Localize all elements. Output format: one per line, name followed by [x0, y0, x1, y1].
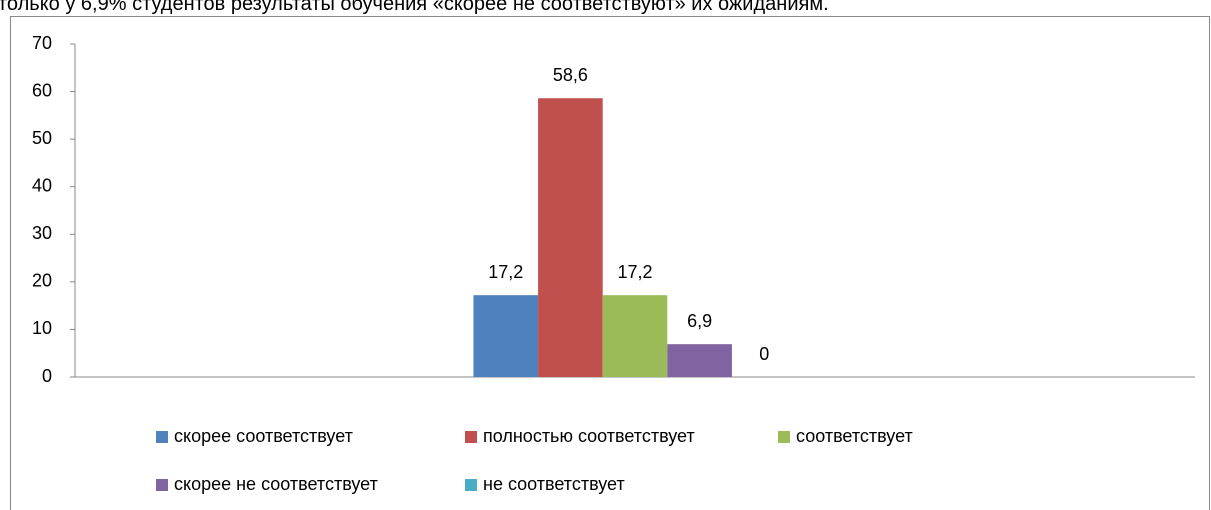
y-tick-label: 50 — [32, 128, 52, 148]
legend-swatch — [465, 479, 477, 491]
y-tick-label: 10 — [32, 318, 52, 338]
y-tick-label: 70 — [32, 33, 52, 53]
bar — [667, 344, 732, 377]
bar — [473, 295, 539, 377]
legend-label: скорее соответствует — [174, 426, 353, 446]
y-tick-label: 40 — [32, 175, 52, 195]
legend-swatch — [465, 431, 477, 443]
data-label: 0 — [759, 344, 769, 364]
legend-label: скорее не соответствует — [174, 474, 378, 494]
bar — [602, 295, 668, 377]
chart-border — [10, 16, 1210, 510]
y-tick-label: 30 — [32, 223, 52, 243]
legend-swatch — [778, 431, 790, 443]
data-label: 58,6 — [553, 65, 588, 85]
y-tick-label: 0 — [42, 366, 52, 386]
y-tick-label: 60 — [32, 80, 52, 100]
legend-label: соответствует — [796, 426, 913, 446]
caption: только у 6,9% студентов результаты обуче… — [0, 0, 829, 15]
data-label: 17,2 — [617, 262, 652, 282]
legend-label: полностью соответствует — [483, 426, 695, 446]
legend-swatch — [156, 479, 168, 491]
data-label: 6,9 — [687, 311, 712, 331]
legend-label: не соответствует — [483, 474, 625, 494]
y-tick-label: 20 — [32, 271, 52, 291]
bar — [538, 98, 603, 377]
data-label: 17,2 — [488, 262, 523, 282]
legend-swatch — [156, 431, 168, 443]
